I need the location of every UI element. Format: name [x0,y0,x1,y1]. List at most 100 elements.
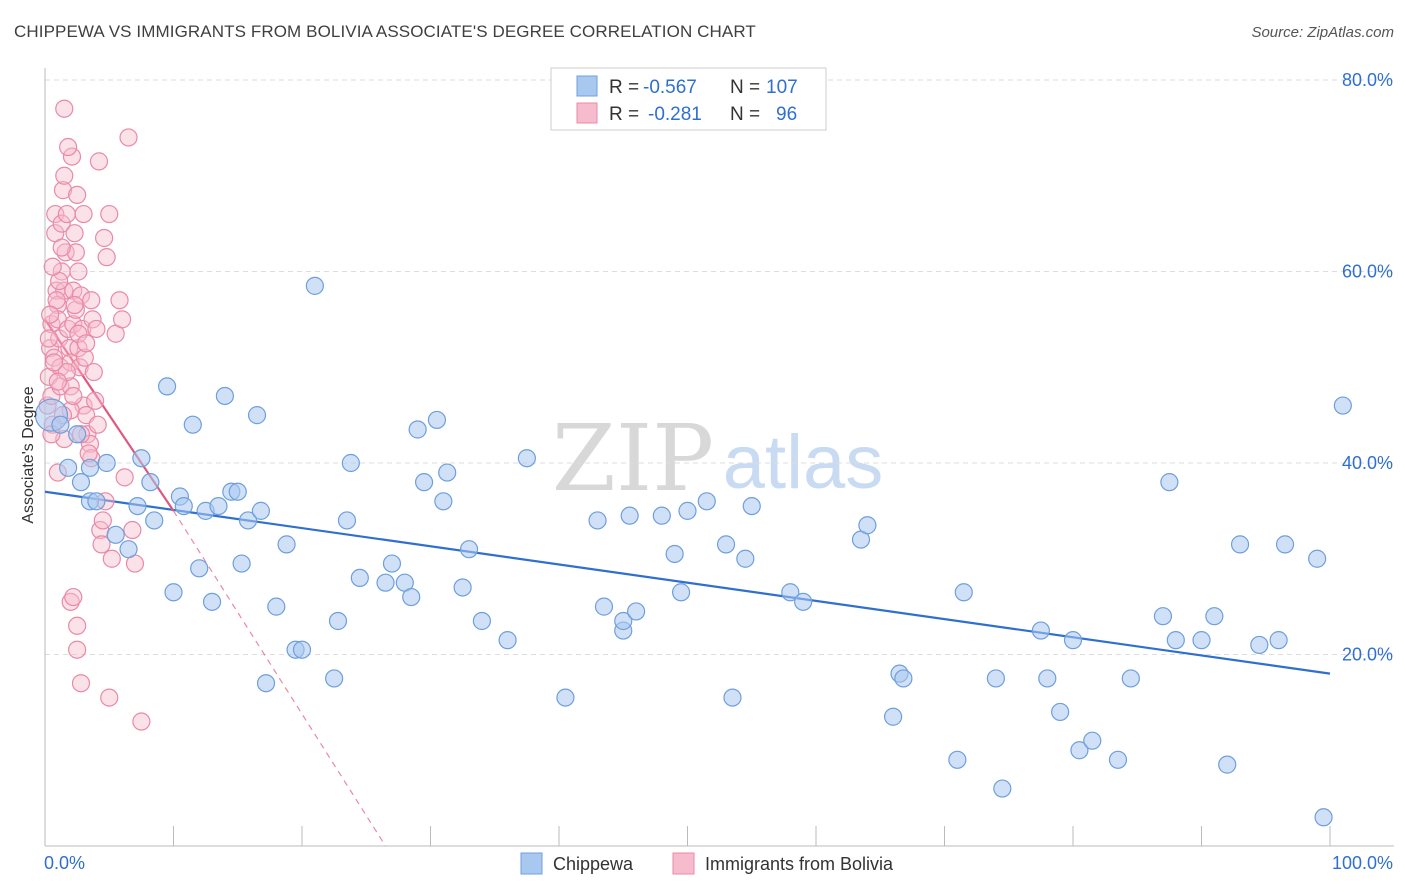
point-bolivia-52 [95,228,114,248]
point-bolivia-32 [68,185,87,204]
legend-box: R = -0.567 N = 107 R = -0.281 N = 96 [550,67,827,131]
point-chippewa-46 [408,420,427,439]
point-bolivia-60 [119,128,138,147]
point-bolivia-38 [74,204,93,224]
point-chippewa-68 [716,535,736,554]
point-bolivia-84 [41,305,60,324]
point-bolivia-68 [68,616,87,635]
x-tick-labels: 0.0% 100.0% [44,853,1393,873]
point-chippewa-19 [183,415,202,434]
point-chippewa-23 [209,496,228,516]
point-bolivia-92 [82,291,101,310]
legend-r-value-1: -0.567 [643,77,697,98]
point-chippewa-102 [1308,549,1327,568]
point-bolivia-33 [69,262,88,281]
point-bolivia-40 [75,348,94,367]
point-chippewa-67 [697,492,716,511]
chart-title: CHIPPEWA VS IMMIGRANTS FROM BOLIVIA ASSO… [14,22,756,41]
point-chippewa-63 [652,506,671,525]
point-chippewa-16 [164,583,183,602]
point-chippewa-33 [277,535,296,554]
point-chippewa-53 [472,611,491,631]
point-chippewa-35 [292,640,312,659]
y-tick-label-60: 60.0% [1342,262,1393,282]
point-bolivia-26 [62,147,82,166]
point-chippewa-13 [141,473,160,492]
point-chippewa-76 [883,707,903,726]
point-bolivia-59 [115,468,134,487]
point-chippewa-61 [620,506,639,525]
point-chippewa-2 [68,425,87,444]
point-bolivia-65 [59,137,78,157]
point-bolivia-63 [132,712,151,731]
point-chippewa-24 [215,386,234,406]
point-bolivia-58 [112,310,132,329]
point-chippewa-10 [119,540,138,559]
point-chippewa-22 [202,592,222,611]
point-chippewa-3 [59,458,78,477]
point-chippewa-7 [97,453,116,473]
point-chippewa-82 [993,779,1012,798]
point-bolivia-71 [100,688,119,707]
point-chippewa-70 [736,549,755,568]
point-bolivia-45 [83,310,102,329]
point-chippewa-28 [238,511,258,530]
point-chippewa-4 [80,458,100,477]
point-chippewa-51 [453,578,472,597]
y-tick-label-80: 80.0% [1342,70,1393,90]
bottom-legend-swatch-chippewa [520,852,543,875]
point-chippewa-20 [190,559,209,578]
point-chippewa-50 [438,463,457,482]
point-bolivia-83 [43,257,62,276]
point-bolivia-17 [53,181,73,200]
point-chippewa-91 [1153,607,1173,626]
point-chippewa-41 [350,568,369,588]
legend-r-value-2: -0.281 [648,104,702,125]
legend-n-value-2: 96 [776,104,797,125]
point-bolivia-47 [87,319,106,339]
point-bolivia-30 [66,243,85,262]
point-chippewa-99 [1269,631,1288,650]
point-bolivia-29 [65,224,84,243]
trend-line-chippewa [44,490,1331,675]
point-chippewa-97 [1230,535,1250,554]
point-chippewa-85 [1051,702,1070,722]
point-chippewa-31 [256,674,276,693]
point-chippewa-81 [986,669,1006,688]
point-chippewa-52 [459,540,479,559]
point-bolivia-53 [97,248,116,267]
legend-r-label-1: R = [609,77,639,98]
point-bolivia-54 [100,204,119,224]
point-bolivia-87 [48,372,67,391]
point-bolivia-55 [102,549,121,568]
bottom-legend-bolivia: Immigrants from Bolivia [705,854,894,874]
point-bolivia-82 [52,238,71,257]
point-bolivia-66 [61,592,80,611]
point-chippewa-89 [1108,750,1128,769]
point-chippewa-42 [376,573,395,592]
point-bolivia-89 [65,295,84,315]
point-chippewa-48 [427,410,447,430]
bottom-legend-chippewa: Chippewa [553,854,634,874]
point-chippewa-26 [228,482,247,501]
point-chippewa-90 [1121,669,1140,688]
point-chippewa-36 [305,276,324,295]
point-bolivia-90 [69,324,88,343]
source-label: Source: ZipAtlas.com [1251,24,1394,41]
point-chippewa-15 [157,377,177,396]
point-chippewa-58 [594,597,614,616]
watermark: ZIP atlas [552,405,883,512]
point-chippewa-14 [145,511,164,530]
point-chippewa-8 [87,492,106,511]
point-bolivia-36 [71,286,91,305]
point-chippewa-43 [382,554,402,573]
legend-swatch-bolivia [576,102,598,124]
point-chippewa-1 [51,415,70,434]
point-chippewa-64 [665,544,684,564]
point-chippewa-93 [1166,631,1185,650]
point-chippewa-5 [71,473,91,492]
x-tick-label-0: 0.0% [44,853,85,873]
axes [44,68,1394,847]
point-chippewa-101 [1314,808,1333,827]
point-chippewa-88 [1083,731,1102,750]
